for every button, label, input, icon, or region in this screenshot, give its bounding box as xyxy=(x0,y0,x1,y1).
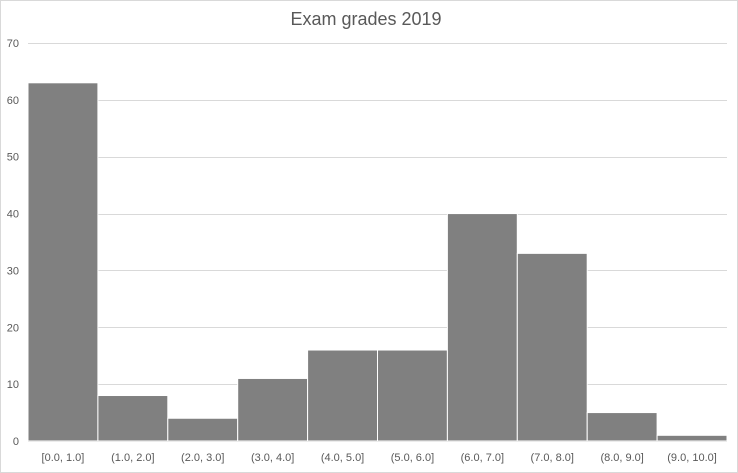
x-tick-label: (1.0, 2.0] xyxy=(111,452,154,464)
bar xyxy=(97,395,169,442)
y-tick-label: 60 xyxy=(7,95,19,107)
y-tick-label: 50 xyxy=(7,152,19,164)
bar xyxy=(167,417,239,442)
x-tick-label: (5.0, 6.0] xyxy=(391,452,434,464)
bars xyxy=(27,82,728,442)
y-tick-label: 70 xyxy=(7,38,19,50)
x-tick-label: (4.0, 5.0] xyxy=(321,452,364,464)
y-tick-label: 0 xyxy=(13,436,19,448)
y-tick-label: 20 xyxy=(7,322,19,334)
x-tick-label: (9.0, 10.0] xyxy=(667,452,717,464)
x-tick-label: (6.0, 7.0] xyxy=(461,452,504,464)
bar xyxy=(516,252,588,442)
x-axis: [0.0, 1.0] (1.0, 2.0] (2.0, 3.0] (3.0, 4.0]… xyxy=(42,452,717,464)
bar xyxy=(377,349,448,442)
x-tick-label: (7.0, 8.0] xyxy=(531,452,574,464)
x-tick-label: (3.0, 4.0] xyxy=(251,452,294,464)
y-axis: 0 10 20 30 40 50 60 70 xyxy=(7,38,19,448)
x-tick-label: (8.0, 9.0] xyxy=(600,452,643,464)
bar xyxy=(446,213,518,442)
bar xyxy=(237,377,309,442)
y-tick-label: 10 xyxy=(7,379,19,391)
bar xyxy=(27,82,99,442)
bar xyxy=(307,349,379,442)
y-tick-label: 30 xyxy=(7,265,19,277)
x-tick-label: [0.0, 1.0] xyxy=(42,452,85,464)
bar xyxy=(586,412,658,442)
bar xyxy=(656,434,728,442)
y-tick-label: 40 xyxy=(7,209,19,221)
x-tick-label: (2.0, 3.0] xyxy=(181,452,224,464)
chart-title: Exam grades 2019 xyxy=(290,9,441,29)
